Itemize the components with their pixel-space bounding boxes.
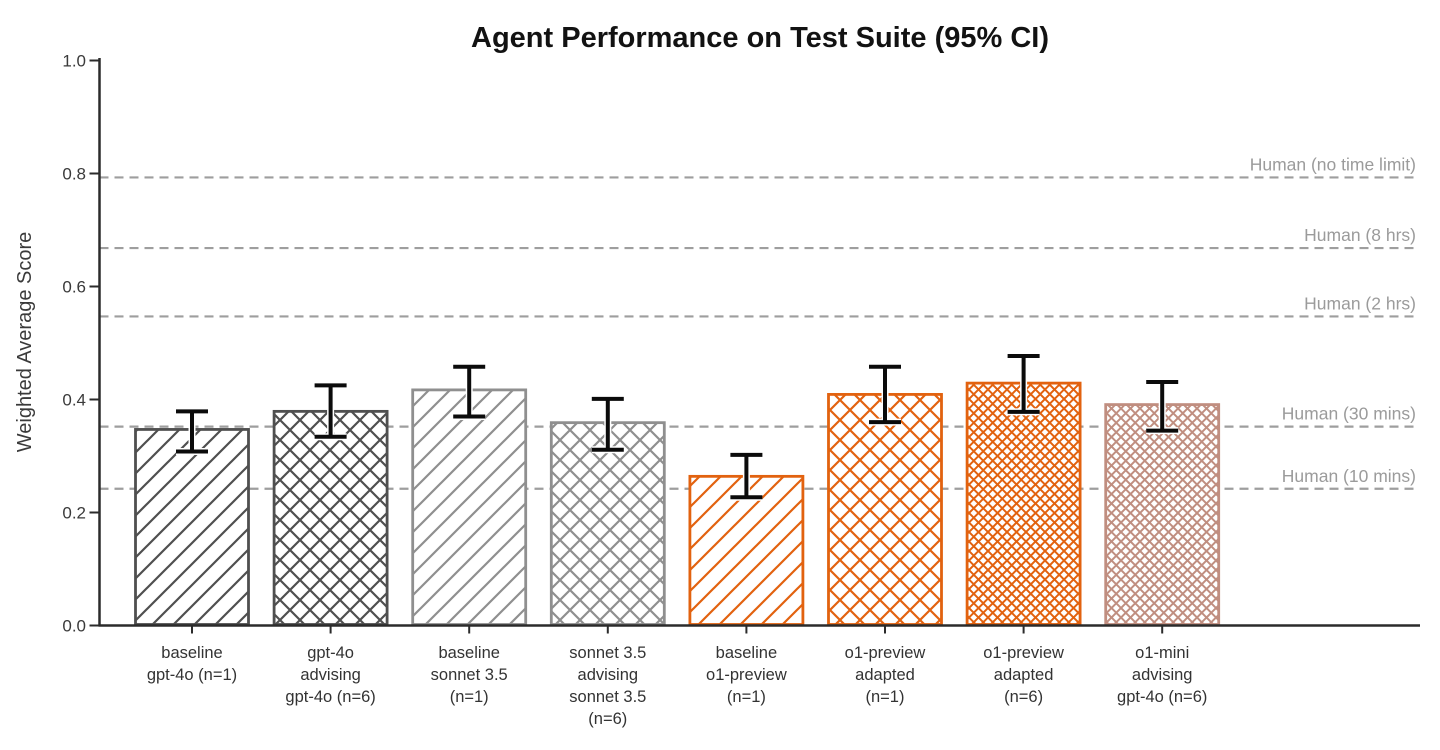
y-tick-label: 0.8 [62, 165, 86, 184]
x-tick-label: gpt-4o advising gpt-4o (n=6) [285, 644, 375, 706]
error-bar [730, 451, 763, 501]
error-bar [1007, 352, 1040, 416]
x-tick-label: baseline o1-preview (n=1) [706, 644, 787, 706]
error-bars-layer [176, 352, 1179, 501]
y-tick-label: 0.6 [62, 278, 86, 297]
bar-group [411, 388, 528, 626]
y-axis-label: Weighted Average Score [14, 232, 36, 453]
bar-group [965, 381, 1082, 626]
bar-group [134, 428, 250, 626]
bar [1104, 403, 1221, 626]
error-bar [869, 363, 901, 426]
bar-group [1104, 403, 1221, 626]
bar-group [688, 474, 805, 626]
x-tick-label: baseline sonnet 3.5 (n=1) [431, 644, 508, 706]
reference-line-label: Human (no time limit) [1250, 154, 1416, 174]
bar [272, 409, 389, 626]
bar-group [549, 421, 666, 626]
y-tick-label: 0.4 [62, 391, 86, 410]
y-tick-label: 1.0 [62, 52, 86, 71]
x-tick-label: o1-mini advising gpt-4o (n=6) [1117, 644, 1207, 706]
chart-title: Agent Performance on Test Suite (95% CI) [471, 22, 1049, 54]
x-tick-label: sonnet 3.5 advising sonnet 3.5 (n=6) [569, 644, 646, 728]
reference-line-label: Human (2 hrs) [1304, 293, 1416, 313]
error-bar [176, 407, 208, 455]
bar [411, 388, 528, 626]
reference-line-label: Human (10 mins) [1282, 466, 1416, 486]
x-tick-label: o1-preview adapted (n=1) [845, 644, 926, 706]
error-bar [453, 363, 486, 420]
x-tick-label: baseline gpt-4o (n=1) [147, 644, 237, 684]
error-bar [1146, 378, 1179, 435]
bar-group [827, 393, 943, 626]
bar [134, 428, 250, 626]
x-tick-label: o1-preview adapted (n=6) [983, 644, 1064, 706]
y-tick-label: 0.0 [62, 617, 86, 636]
error-bar [314, 381, 347, 441]
reference-line-label: Human (30 mins) [1282, 404, 1416, 424]
y-tick-label: 0.2 [62, 504, 86, 523]
tick-labels-layer: 0.0 0.2 0.4 0.6 0.8 1.0 baseline gpt-4o (n=1) gp… [62, 52, 1207, 729]
bars-layer [134, 381, 1221, 626]
bar-group [272, 409, 389, 626]
bar [965, 381, 1082, 626]
bar [827, 393, 943, 626]
reference-line-label: Human (8 hrs) [1304, 225, 1416, 245]
error-bar [591, 395, 624, 454]
axes-layer [89, 58, 1420, 634]
